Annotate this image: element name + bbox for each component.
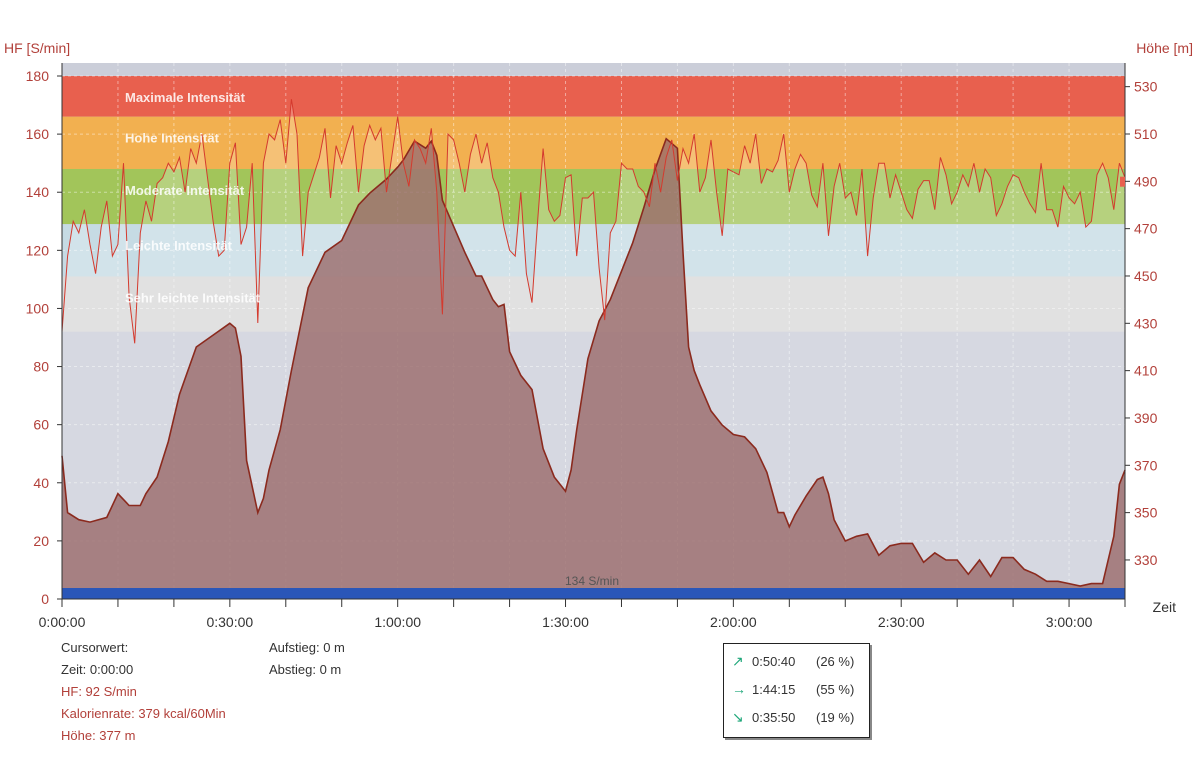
zone-band xyxy=(62,276,1125,332)
hf-line xyxy=(61,99,1126,344)
left-tick-label: 20 xyxy=(33,533,49,549)
intensity-zones xyxy=(62,76,1125,332)
stats-pct: (19 %) xyxy=(816,710,855,725)
stats-time: 0:35:50 xyxy=(752,710,796,725)
x-axis-label: Zeit xyxy=(1153,599,1176,615)
zone-band xyxy=(62,224,1125,277)
cursor-time: Zeit: 0:00:00 xyxy=(61,662,134,677)
cursor-marker xyxy=(1120,176,1125,187)
right-tick-label: 470 xyxy=(1134,221,1158,237)
zone-label: Maximale Intensität xyxy=(125,90,246,105)
x-tick-label: 1:30:00 xyxy=(542,614,589,630)
avg-label: 134 S/min xyxy=(565,574,619,588)
cursor-title: Cursorwert: xyxy=(61,640,129,655)
cursor-info-panel: Cursorwert: Zeit: 0:00:00 HF: 92 S/min K… xyxy=(61,637,226,747)
x-tick-label: 0:00:00 xyxy=(39,614,86,630)
arrow-up-right-icon: ↗ xyxy=(732,653,744,669)
left-tick-label: 80 xyxy=(33,359,49,375)
elevation-area xyxy=(62,138,1125,599)
cursor-hf: HF: 92 S/min xyxy=(61,684,137,699)
ascent-value: Aufstieg: 0 m xyxy=(269,640,345,655)
left-tick-label: 0 xyxy=(41,591,49,607)
stats-row-flat: → 1:44:15 (55 %) xyxy=(732,681,854,697)
zone-label: Leichte Intensität xyxy=(125,238,233,253)
stats-row-down: ↘ 0:35:50 (19 %) xyxy=(732,709,854,726)
axes: 0 20 40 60 80 100 120 140 160 180 330 350 370 390 410 4… xyxy=(26,63,1158,630)
stats-time: 0:50:40 xyxy=(752,654,796,669)
zone-label: Hohe Intensität xyxy=(125,131,220,146)
left-axis-label: HF [S/min] xyxy=(4,40,70,56)
stats-pct: (26 %) xyxy=(816,654,855,669)
x-tick-label: 2:30:00 xyxy=(878,614,925,630)
right-tick-label: 510 xyxy=(1134,126,1158,142)
hf-elevation-chart: Maximale Intensität Hohe Intensität Modera… xyxy=(4,40,1193,630)
cursor-elevation: Höhe: 377 m xyxy=(61,728,136,743)
left-tick-label: 120 xyxy=(26,242,50,258)
right-tick-label: 490 xyxy=(1134,173,1158,189)
left-tick-label: 140 xyxy=(26,184,50,200)
ascent-panel: Aufstieg: 0 m Abstieg: 0 m xyxy=(269,637,345,681)
stats-time: 1:44:15 xyxy=(752,682,796,697)
slope-stats-box: ↗ 0:50:40 (26 %) → 1:44:15 (55 %) ↘ 0:35:50 (1… xyxy=(723,643,870,738)
zone-band xyxy=(62,116,1125,169)
stats-pct: (55 %) xyxy=(816,682,855,697)
x-tick-label: 2:00:00 xyxy=(710,614,757,630)
right-tick-label: 530 xyxy=(1134,79,1158,95)
zone-band xyxy=(62,76,1125,117)
stats-row-up: ↗ 0:50:40 (26 %) xyxy=(732,653,854,670)
arrow-right-icon: → xyxy=(732,681,746,697)
cursor-calories: Kalorienrate: 379 kcal/60Min xyxy=(61,706,226,721)
right-axis-label: Höhe [m] xyxy=(1136,40,1193,56)
left-tick-label: 180 xyxy=(26,68,50,84)
zone-label: Moderate Intensität xyxy=(125,183,245,198)
left-tick-label: 40 xyxy=(33,475,49,491)
elevation-line xyxy=(61,137,1126,587)
series-layer: Maximale Intensität Hohe Intensität Modera… xyxy=(61,90,1126,599)
descent-value: Abstieg: 0 m xyxy=(269,662,342,677)
x-tick-label: 0:30:00 xyxy=(206,614,253,630)
right-tick-label: 350 xyxy=(1134,505,1158,521)
right-tick-label: 430 xyxy=(1134,315,1158,331)
x-tick-label: 3:00:00 xyxy=(1046,614,1093,630)
avg-bar xyxy=(62,588,1125,599)
right-tick-label: 390 xyxy=(1134,410,1158,426)
arrow-down-right-icon: ↘ xyxy=(732,709,744,725)
left-tick-label: 60 xyxy=(33,417,49,433)
zone-label: Sehr leichte Intensität xyxy=(125,290,261,305)
right-tick-label: 410 xyxy=(1134,363,1158,379)
left-tick-label: 100 xyxy=(26,300,50,316)
right-tick-label: 450 xyxy=(1134,268,1158,284)
right-tick-label: 330 xyxy=(1134,552,1158,568)
right-tick-label: 370 xyxy=(1134,457,1158,473)
left-tick-label: 160 xyxy=(26,126,50,142)
x-tick-label: 1:00:00 xyxy=(374,614,421,630)
